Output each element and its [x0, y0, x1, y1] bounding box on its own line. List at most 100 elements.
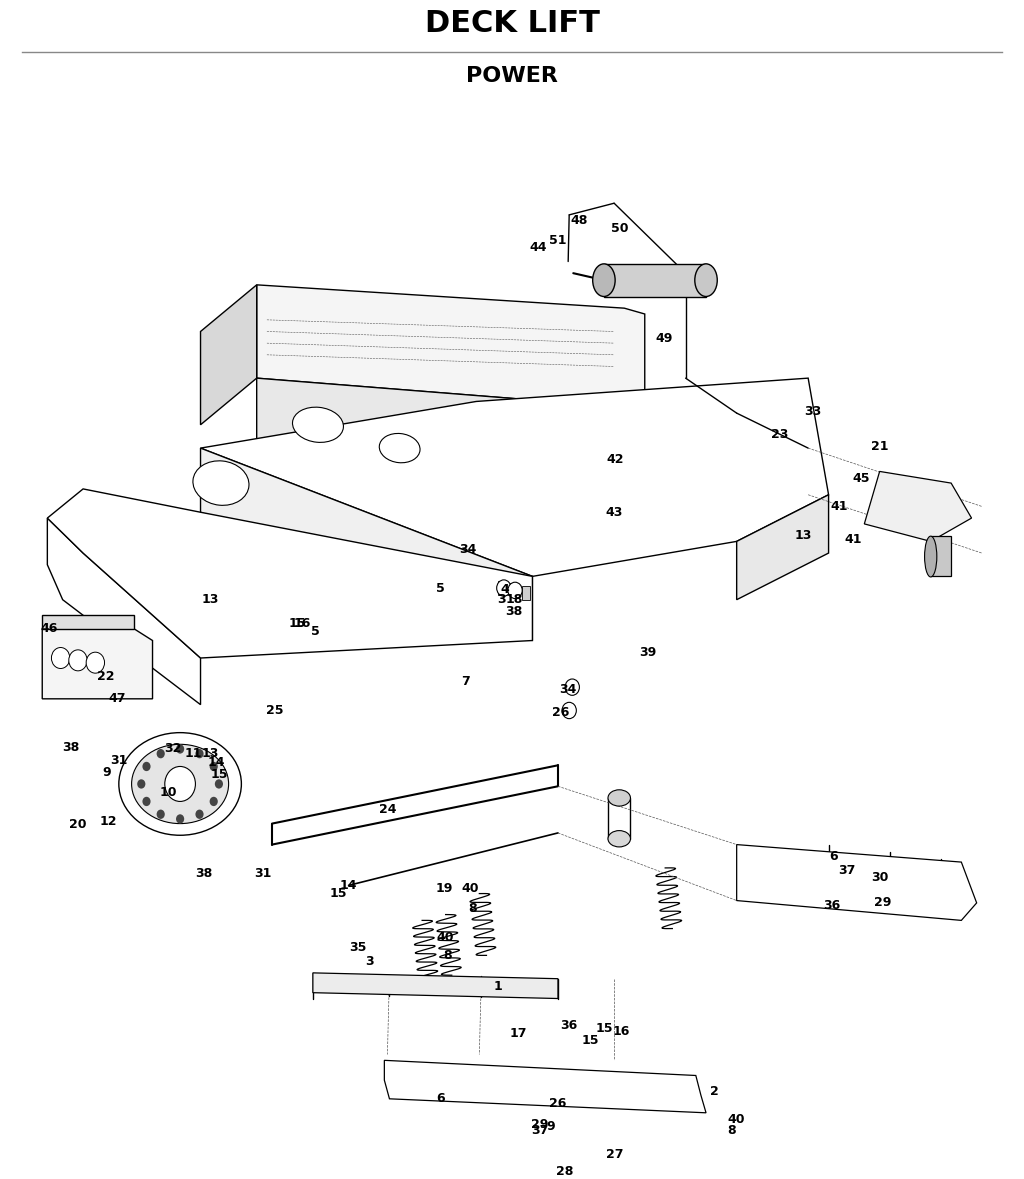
Polygon shape: [47, 489, 532, 658]
Text: 10: 10: [159, 785, 176, 798]
Text: 21: 21: [870, 441, 889, 454]
Polygon shape: [736, 844, 977, 921]
Ellipse shape: [132, 744, 228, 824]
Polygon shape: [42, 615, 134, 628]
Text: 1: 1: [494, 981, 502, 994]
Ellipse shape: [293, 407, 343, 442]
Text: 38: 38: [195, 868, 212, 881]
Polygon shape: [313, 973, 558, 999]
Ellipse shape: [593, 264, 615, 296]
Text: 30: 30: [871, 871, 889, 884]
Polygon shape: [257, 378, 625, 483]
Text: 20: 20: [70, 818, 87, 831]
Text: 44: 44: [529, 241, 547, 253]
Polygon shape: [604, 264, 706, 296]
Circle shape: [196, 810, 204, 819]
Text: 41: 41: [830, 500, 848, 513]
Polygon shape: [201, 285, 257, 424]
Ellipse shape: [193, 461, 249, 506]
Text: 8: 8: [443, 949, 452, 962]
Text: 34: 34: [559, 683, 577, 696]
Text: 31: 31: [254, 868, 271, 881]
Text: 2: 2: [710, 1086, 719, 1099]
Text: 7: 7: [461, 674, 469, 687]
Bar: [498, 581, 506, 595]
Bar: [510, 584, 518, 598]
Circle shape: [497, 580, 511, 597]
Ellipse shape: [608, 830, 631, 847]
Text: 6: 6: [436, 1092, 444, 1105]
Text: 3: 3: [365, 955, 374, 968]
Text: 15: 15: [595, 1022, 612, 1035]
Text: 48: 48: [570, 215, 588, 228]
Text: 34: 34: [460, 544, 477, 556]
Text: 14: 14: [207, 757, 224, 770]
Text: 31: 31: [111, 755, 128, 768]
Text: 4: 4: [501, 582, 509, 595]
Text: 26: 26: [552, 706, 569, 719]
Text: 25: 25: [266, 704, 284, 717]
Text: 5: 5: [310, 625, 319, 638]
Text: 18: 18: [506, 593, 522, 606]
Text: 42: 42: [606, 453, 624, 466]
Polygon shape: [864, 472, 972, 541]
Text: DECK LIFT: DECK LIFT: [425, 8, 599, 38]
Circle shape: [86, 652, 104, 673]
Text: 27: 27: [606, 1148, 624, 1161]
Text: 16: 16: [294, 617, 311, 630]
Text: 28: 28: [556, 1165, 573, 1178]
Text: 26: 26: [549, 1096, 566, 1109]
Text: 40: 40: [437, 931, 455, 944]
Circle shape: [142, 797, 151, 806]
Polygon shape: [42, 628, 153, 699]
Text: 12: 12: [100, 815, 118, 828]
Polygon shape: [201, 448, 532, 640]
Text: 15: 15: [210, 769, 227, 782]
Circle shape: [508, 582, 522, 599]
Circle shape: [157, 749, 165, 758]
Ellipse shape: [379, 434, 420, 463]
Ellipse shape: [925, 536, 937, 577]
Text: 9: 9: [102, 766, 111, 779]
Circle shape: [142, 762, 151, 771]
Circle shape: [51, 647, 70, 668]
Text: 33: 33: [805, 406, 822, 419]
Text: 29: 29: [530, 1118, 548, 1131]
Text: 37: 37: [530, 1124, 548, 1137]
Text: 16: 16: [612, 1025, 630, 1038]
Text: 47: 47: [109, 692, 126, 705]
Text: 36: 36: [560, 1019, 578, 1032]
Text: 32: 32: [164, 743, 181, 756]
Polygon shape: [384, 1060, 706, 1113]
Text: 38: 38: [62, 742, 80, 755]
Text: 6: 6: [829, 850, 838, 863]
Text: 39: 39: [639, 646, 656, 659]
Text: 38: 38: [506, 605, 522, 618]
Circle shape: [157, 810, 165, 819]
Text: POWER: POWER: [466, 66, 558, 86]
Ellipse shape: [608, 790, 631, 806]
Text: 8: 8: [727, 1124, 736, 1137]
Circle shape: [565, 679, 580, 696]
Polygon shape: [201, 378, 828, 577]
Text: 45: 45: [853, 472, 870, 485]
Circle shape: [210, 797, 218, 806]
Bar: [522, 586, 530, 600]
Text: 23: 23: [771, 428, 788, 441]
Text: 13: 13: [795, 529, 812, 542]
Circle shape: [196, 749, 204, 758]
Text: 50: 50: [611, 223, 629, 236]
Text: 40: 40: [728, 1113, 745, 1126]
Text: 22: 22: [97, 670, 115, 683]
Circle shape: [215, 779, 223, 789]
Text: 13: 13: [202, 747, 219, 760]
Text: 17: 17: [509, 1027, 527, 1040]
Circle shape: [176, 815, 184, 824]
Text: 19: 19: [436, 882, 454, 895]
Text: 9: 9: [547, 1120, 555, 1133]
Text: 41: 41: [845, 533, 862, 546]
Text: 29: 29: [874, 896, 891, 909]
Polygon shape: [257, 285, 645, 413]
Text: 3: 3: [498, 593, 506, 606]
Text: 24: 24: [379, 803, 396, 816]
